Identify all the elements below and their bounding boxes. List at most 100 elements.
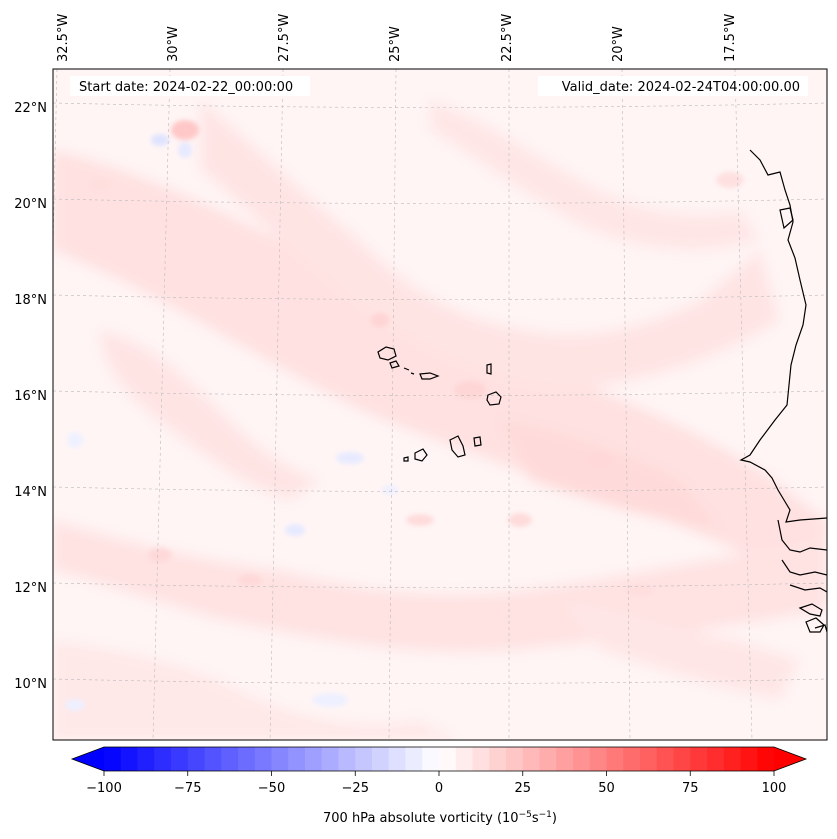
lat-label-10n: 10°N — [14, 677, 47, 692]
parallel-12n — [53, 582, 827, 588]
island-santiago — [449, 435, 466, 458]
island-sao-nicolau — [419, 372, 440, 380]
island-santo-antao — [377, 346, 397, 361]
lat-label-22n: 22°N — [14, 101, 47, 116]
lon-label-32-5w: 32.5°W — [56, 14, 71, 62]
coastline-guinea-bissau — [777, 519, 827, 633]
colorbar-segment — [305, 747, 323, 771]
colorbar-segment — [254, 747, 273, 771]
island-maio — [473, 436, 482, 447]
colorbar-segment — [556, 747, 574, 771]
colorbar-segment — [489, 747, 507, 771]
colorbar-tick-label: −100 — [86, 781, 122, 796]
colorbar-tick-label: 0 — [435, 781, 443, 796]
lat-label-20n: 20°N — [14, 197, 47, 212]
meridian-30w — [152, 69, 171, 740]
lon-label-25w: 25°W — [388, 26, 403, 62]
valid-date-box — [538, 76, 808, 96]
colorbar-segment — [673, 747, 691, 771]
island-boa-vista — [486, 391, 502, 406]
island-fogo — [414, 448, 428, 462]
colorbar-extend-low — [72, 747, 104, 771]
colorbar-segment — [707, 747, 725, 771]
parallel-20n — [53, 198, 827, 204]
parallel-22n — [53, 102, 827, 108]
colorbar-segment — [439, 747, 457, 771]
meridian-20w — [621, 69, 631, 740]
valid-date-label: Valid_date: 2024-02-24T04:00:00.00 — [562, 80, 800, 95]
colorbar-tick-label: 50 — [598, 781, 615, 796]
colorbar-segment — [372, 747, 390, 771]
colorbar-segment — [690, 747, 708, 771]
coastline-africa — [739, 149, 827, 523]
colorbar-segment — [522, 747, 541, 771]
colorbar-segment — [623, 747, 641, 771]
lat-label-14n: 14°N — [14, 485, 47, 500]
colorbar-segment — [355, 747, 373, 771]
island-sal — [486, 363, 492, 375]
parallel-10n — [53, 678, 827, 684]
colorbar-segment — [321, 747, 340, 771]
colorbar-segment — [422, 747, 440, 771]
colorbar-tick-label: 25 — [514, 781, 531, 796]
island-santa-luzia — [403, 367, 410, 371]
start-date-label: Start date: 2024-02-22_00:00:00 — [79, 80, 293, 95]
colorbar-segment — [723, 747, 742, 771]
colorbar-segment — [221, 747, 239, 771]
start-date-box — [70, 76, 310, 96]
colorbar-extend-high — [774, 747, 806, 771]
lon-label-27-5w: 27.5°W — [277, 14, 292, 62]
lon-label-30w: 30°W — [166, 26, 181, 62]
colorbar-segment — [506, 747, 524, 771]
colorbar-tick-label: −75 — [174, 781, 201, 796]
coastline-banc-arguin — [779, 207, 794, 230]
colorbar-segment — [154, 747, 172, 771]
island-sao-vicente — [389, 360, 400, 369]
colorbar-tick-label: 75 — [682, 781, 699, 796]
lon-label-22-5w: 22.5°W — [500, 14, 515, 62]
colorbar-segment — [204, 747, 222, 771]
colorbar-segment — [589, 747, 608, 771]
colorbar-tick-label: 100 — [762, 781, 787, 796]
parallel-16n — [53, 390, 827, 396]
colorbar-segment — [238, 747, 256, 771]
parallel-18n — [53, 294, 827, 300]
colorbar-segment — [573, 747, 591, 771]
colorbar-segment — [606, 747, 624, 771]
island-sao-nicolau-w — [410, 372, 415, 375]
coastlines — [377, 149, 827, 633]
colorbar-tick-label: −25 — [342, 781, 369, 796]
colorbar-segment — [338, 747, 356, 771]
colorbar-segments — [104, 747, 775, 771]
colorbar-segment — [288, 747, 306, 771]
parallel-14n — [53, 486, 827, 492]
lon-label-20w: 20°W — [611, 26, 626, 62]
colorbar-segment — [187, 747, 206, 771]
latitude-labels: 22°N 20°N 18°N 16°N 14°N 12°N 10°N — [14, 101, 47, 692]
colorbar-segment — [455, 747, 474, 771]
longitude-labels: 32.5°W 30°W 27.5°W 25°W 22.5°W 20°W 17.5… — [56, 14, 738, 62]
map-frame — [52, 68, 828, 741]
colorbar-segment — [388, 747, 407, 771]
meridian-25w — [388, 69, 397, 740]
colorbar-segment — [405, 747, 423, 771]
colorbar-ticks: −100 −75 −50 −25 0 25 50 75 100 — [86, 771, 786, 796]
colorbar: −100 −75 −50 −25 0 25 50 75 100 700 hPa absolute… — [70, 746, 808, 826]
lat-label-12n: 12°N — [14, 581, 47, 596]
colorbar-segment — [472, 747, 490, 771]
lat-label-18n: 18°N — [14, 293, 47, 308]
lon-label-17-5w: 17.5°W — [723, 14, 738, 62]
colorbar-segment — [271, 747, 289, 771]
colorbar-segment — [740, 747, 758, 771]
lat-label-16n: 16°N — [14, 389, 47, 404]
colorbar-segment — [656, 747, 675, 771]
colorbar-segment — [757, 747, 775, 771]
colorbar-segment — [137, 747, 155, 771]
colorbar-segment — [104, 747, 122, 771]
map-panel: Start date: 2024-02-22_00:00:00 Valid_da… — [14, 14, 828, 741]
colorbar-tick-label: −50 — [258, 781, 285, 796]
colorbar-label: 700 hPa absolute vorticity (10−5s−1) — [323, 810, 557, 826]
colorbar-segment — [120, 747, 139, 771]
meridian-17-5w — [734, 69, 753, 740]
